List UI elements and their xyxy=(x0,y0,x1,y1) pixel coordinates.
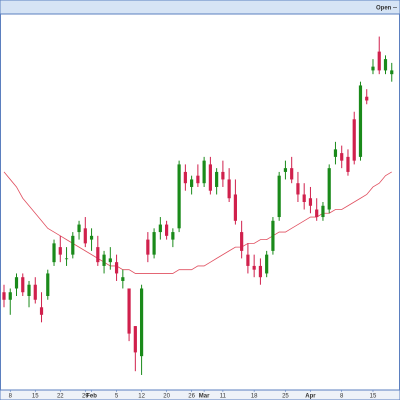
candle-body xyxy=(283,168,288,172)
x-tick-label: 15 xyxy=(370,394,377,400)
top-bar xyxy=(0,0,400,15)
candle-body xyxy=(8,292,12,300)
candle-body xyxy=(121,277,125,281)
candle-body xyxy=(258,265,263,278)
x-tick-label: 15 xyxy=(32,394,39,400)
candle-body xyxy=(321,205,325,218)
candle-body xyxy=(377,51,381,71)
x-axis-bar xyxy=(0,389,400,400)
x-tick-label: Mar xyxy=(199,394,210,400)
candle-body xyxy=(64,258,69,260)
candle-body xyxy=(302,194,306,202)
candle-body xyxy=(83,228,87,244)
candle-body xyxy=(127,288,131,334)
candle-body xyxy=(333,149,338,157)
candle-body xyxy=(215,171,219,187)
candle-body xyxy=(246,254,250,266)
x-tick-label: Apr xyxy=(305,394,316,400)
candle-body xyxy=(208,164,212,191)
candle-body xyxy=(114,262,119,274)
candle-body xyxy=(183,171,187,184)
x-tick-label: 5 xyxy=(115,394,119,400)
candle-body xyxy=(39,307,44,315)
x-tick-label: 12 xyxy=(138,394,145,400)
candle-body xyxy=(2,292,6,300)
candle-body xyxy=(296,183,300,195)
x-tick-label: 20 xyxy=(163,394,170,400)
x-tick-label: 8 xyxy=(9,394,13,400)
candle-body xyxy=(365,96,369,101)
x-tick-label: 22 xyxy=(57,394,64,400)
candle-body xyxy=(240,232,244,251)
candle-body xyxy=(308,198,313,206)
candle-body xyxy=(102,254,106,266)
candle-body xyxy=(21,277,25,293)
candle-body xyxy=(358,85,363,157)
candle-body xyxy=(139,288,144,357)
candle-body xyxy=(190,179,194,187)
plot-area xyxy=(0,13,400,391)
candle-body xyxy=(89,235,94,240)
candle-body xyxy=(252,265,256,270)
candle-body xyxy=(315,209,319,218)
candle-body xyxy=(177,164,181,229)
candle-body xyxy=(52,243,56,263)
x-tick-label: 26 xyxy=(188,394,195,400)
x-tick-label: 25 xyxy=(282,394,289,400)
candle-body xyxy=(152,232,156,255)
candle-body xyxy=(340,153,344,161)
candle-body xyxy=(290,168,294,180)
candle-body xyxy=(46,273,50,296)
candle-body xyxy=(227,179,231,199)
x-tick-label: 29 xyxy=(82,394,89,400)
candle-body xyxy=(14,277,19,289)
candle-body xyxy=(27,284,31,296)
candle-body xyxy=(171,232,175,240)
candle-body xyxy=(33,284,37,300)
info-annotation: Open -- xyxy=(376,6,397,12)
candle-body xyxy=(96,247,100,263)
candle-body xyxy=(77,224,81,233)
moving-average-line xyxy=(3,171,392,274)
candle-body xyxy=(133,326,137,353)
candle-body xyxy=(390,70,394,75)
candle-body xyxy=(158,224,162,233)
candle-body xyxy=(327,168,331,210)
candle-body xyxy=(265,254,269,274)
x-tick-label: 18 xyxy=(251,394,258,400)
candle-body xyxy=(196,175,200,184)
candle-body xyxy=(383,59,388,71)
x-tick-label: 8 xyxy=(340,394,344,400)
candle-body xyxy=(271,220,275,251)
candle-body xyxy=(221,171,225,180)
candle-body xyxy=(277,175,281,218)
candle-body xyxy=(71,235,75,255)
candle-body xyxy=(352,119,356,161)
x-tick-label: 11 xyxy=(220,394,227,400)
candle-body xyxy=(346,156,350,172)
candle-body xyxy=(233,194,237,221)
candle-body xyxy=(146,239,150,255)
candle-body xyxy=(108,258,112,263)
candle-body xyxy=(202,160,206,184)
x-tick-label: Feb xyxy=(86,394,97,400)
candle-body xyxy=(165,224,169,236)
candle-body xyxy=(371,66,375,71)
candle-body xyxy=(58,247,62,255)
